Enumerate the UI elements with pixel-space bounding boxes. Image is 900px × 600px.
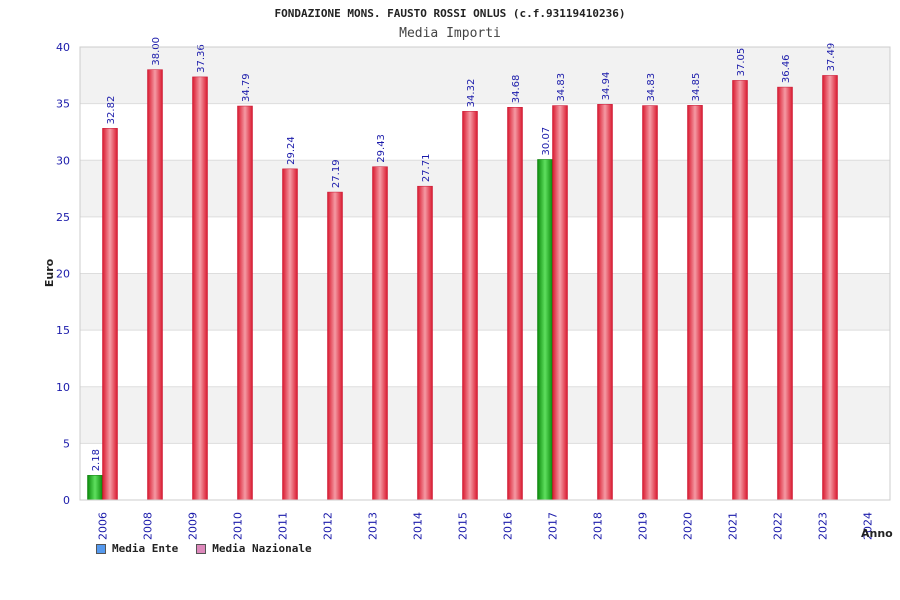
x-tick-label: 2016 — [502, 512, 515, 540]
value-label: 34.79 — [241, 73, 252, 102]
y-tick-label: 35 — [56, 98, 70, 111]
plot-background — [80, 47, 890, 500]
bar-media-nazionale — [642, 105, 658, 501]
bar-media-nazionale — [822, 75, 838, 501]
value-label: 30.07 — [541, 127, 552, 156]
value-label: 2.18 — [91, 449, 102, 471]
bar-media-ente — [87, 475, 103, 501]
x-tick-label: 2024 — [862, 512, 875, 540]
value-label: 34.94 — [601, 72, 612, 101]
bar-media-nazionale — [192, 76, 208, 501]
bar-media-nazionale — [507, 106, 523, 501]
x-tick-label: 2006 — [97, 512, 110, 540]
bar-media-nazionale — [597, 104, 613, 501]
value-label: 37.49 — [826, 43, 837, 72]
value-label: 34.85 — [691, 73, 702, 102]
value-label: 34.32 — [466, 79, 477, 108]
bar-media-nazionale — [687, 105, 703, 501]
x-tick-label: 2009 — [187, 512, 200, 540]
y-tick-label: 0 — [63, 494, 70, 507]
value-label: 34.83 — [646, 73, 657, 102]
plot-band — [80, 216, 890, 274]
x-tick-label: 2023 — [817, 512, 830, 540]
y-tick-label: 25 — [56, 211, 70, 224]
x-tick-label: 2013 — [367, 512, 380, 540]
bar-media-nazionale — [732, 80, 748, 501]
bar-media-nazionale — [327, 191, 343, 501]
plot-frame — [79, 46, 891, 501]
legend-swatch-ente — [96, 543, 106, 554]
value-label: 36.46 — [781, 54, 792, 83]
plot-band — [80, 443, 890, 500]
y-axis-label: Euro — [43, 258, 56, 287]
chart-title: FONDAZIONE MONS. FAUSTO ROSSI ONLUS (c.f… — [275, 7, 626, 20]
y-tick-label: 20 — [56, 268, 70, 281]
x-tick-label: 2015 — [457, 512, 470, 540]
x-tick-label: 2019 — [637, 512, 650, 540]
value-label: 37.36 — [196, 44, 207, 73]
value-labels: 2.18 32.82 38.00 37.36 34.79 29.24 27.19 29.43 2… — [91, 37, 837, 471]
plot-band — [80, 330, 890, 387]
plot-band — [80, 160, 890, 217]
legend-item-media-ente: Media Ente — [96, 542, 178, 555]
plot-band — [80, 103, 890, 161]
bar-media-nazionale — [237, 105, 253, 501]
bar-media-nazionale — [777, 86, 793, 501]
bar-media-nazionale — [372, 166, 388, 501]
bar-media-nazionale — [102, 128, 118, 501]
plot-band — [80, 386, 890, 444]
x-axis-ticks: 2006 2008 2009 2010 2011 2012 2013 2014 2015 2016… — [97, 512, 875, 540]
value-label: 29.24 — [286, 136, 297, 165]
x-tick-label: 2021 — [727, 512, 740, 540]
legend-label-nazionale: Media Nazionale — [212, 542, 312, 555]
bar-media-nazionale — [462, 111, 478, 501]
y-tick-label: 5 — [63, 437, 70, 450]
x-tick-label: 2018 — [592, 512, 605, 540]
value-label: 34.68 — [511, 75, 522, 104]
x-tick-label: 2008 — [142, 512, 155, 540]
bar-media-ente — [537, 159, 553, 501]
value-label: 27.71 — [421, 154, 432, 183]
value-label: 38.00 — [151, 37, 162, 66]
x-tick-label: 2010 — [232, 512, 245, 540]
legend-swatch-nazionale — [196, 543, 207, 554]
y-tick-label: 40 — [56, 41, 70, 54]
x-tick-label: 2011 — [277, 512, 290, 540]
value-label: 29.43 — [376, 134, 387, 163]
x-tick-label: 2017 — [547, 512, 560, 540]
y-tick-label: 15 — [56, 324, 70, 337]
y-tick-label: 30 — [56, 154, 70, 167]
legend: Media Ente Media Nazionale — [96, 542, 312, 555]
bar-media-nazionale — [552, 105, 568, 501]
bar-media-nazionale — [282, 168, 298, 501]
x-tick-label: 2014 — [412, 512, 425, 540]
x-tick-label: 2022 — [772, 512, 785, 540]
legend-item-media-nazionale: Media Nazionale — [196, 542, 312, 555]
chart-subtitle: Media Importi — [399, 26, 501, 41]
bars — [87, 69, 838, 501]
y-axis-ticks: 0 5 10 15 20 25 30 35 40 — [56, 41, 70, 507]
y-tick-label: 10 — [56, 381, 70, 394]
bar-media-nazionale — [417, 185, 433, 501]
value-label: 34.83 — [556, 73, 567, 102]
plot-band — [80, 273, 890, 331]
value-label: 37.05 — [736, 48, 747, 77]
x-axis-label: Anno — [861, 527, 893, 540]
bar-media-nazionale — [147, 69, 163, 501]
plot-band — [80, 47, 890, 104]
x-tick-label: 2020 — [682, 512, 695, 540]
value-label: 27.19 — [331, 159, 342, 188]
x-tick-label: 2012 — [322, 512, 335, 540]
legend-label-ente: Media Ente — [112, 542, 179, 555]
value-label: 32.82 — [106, 96, 117, 125]
